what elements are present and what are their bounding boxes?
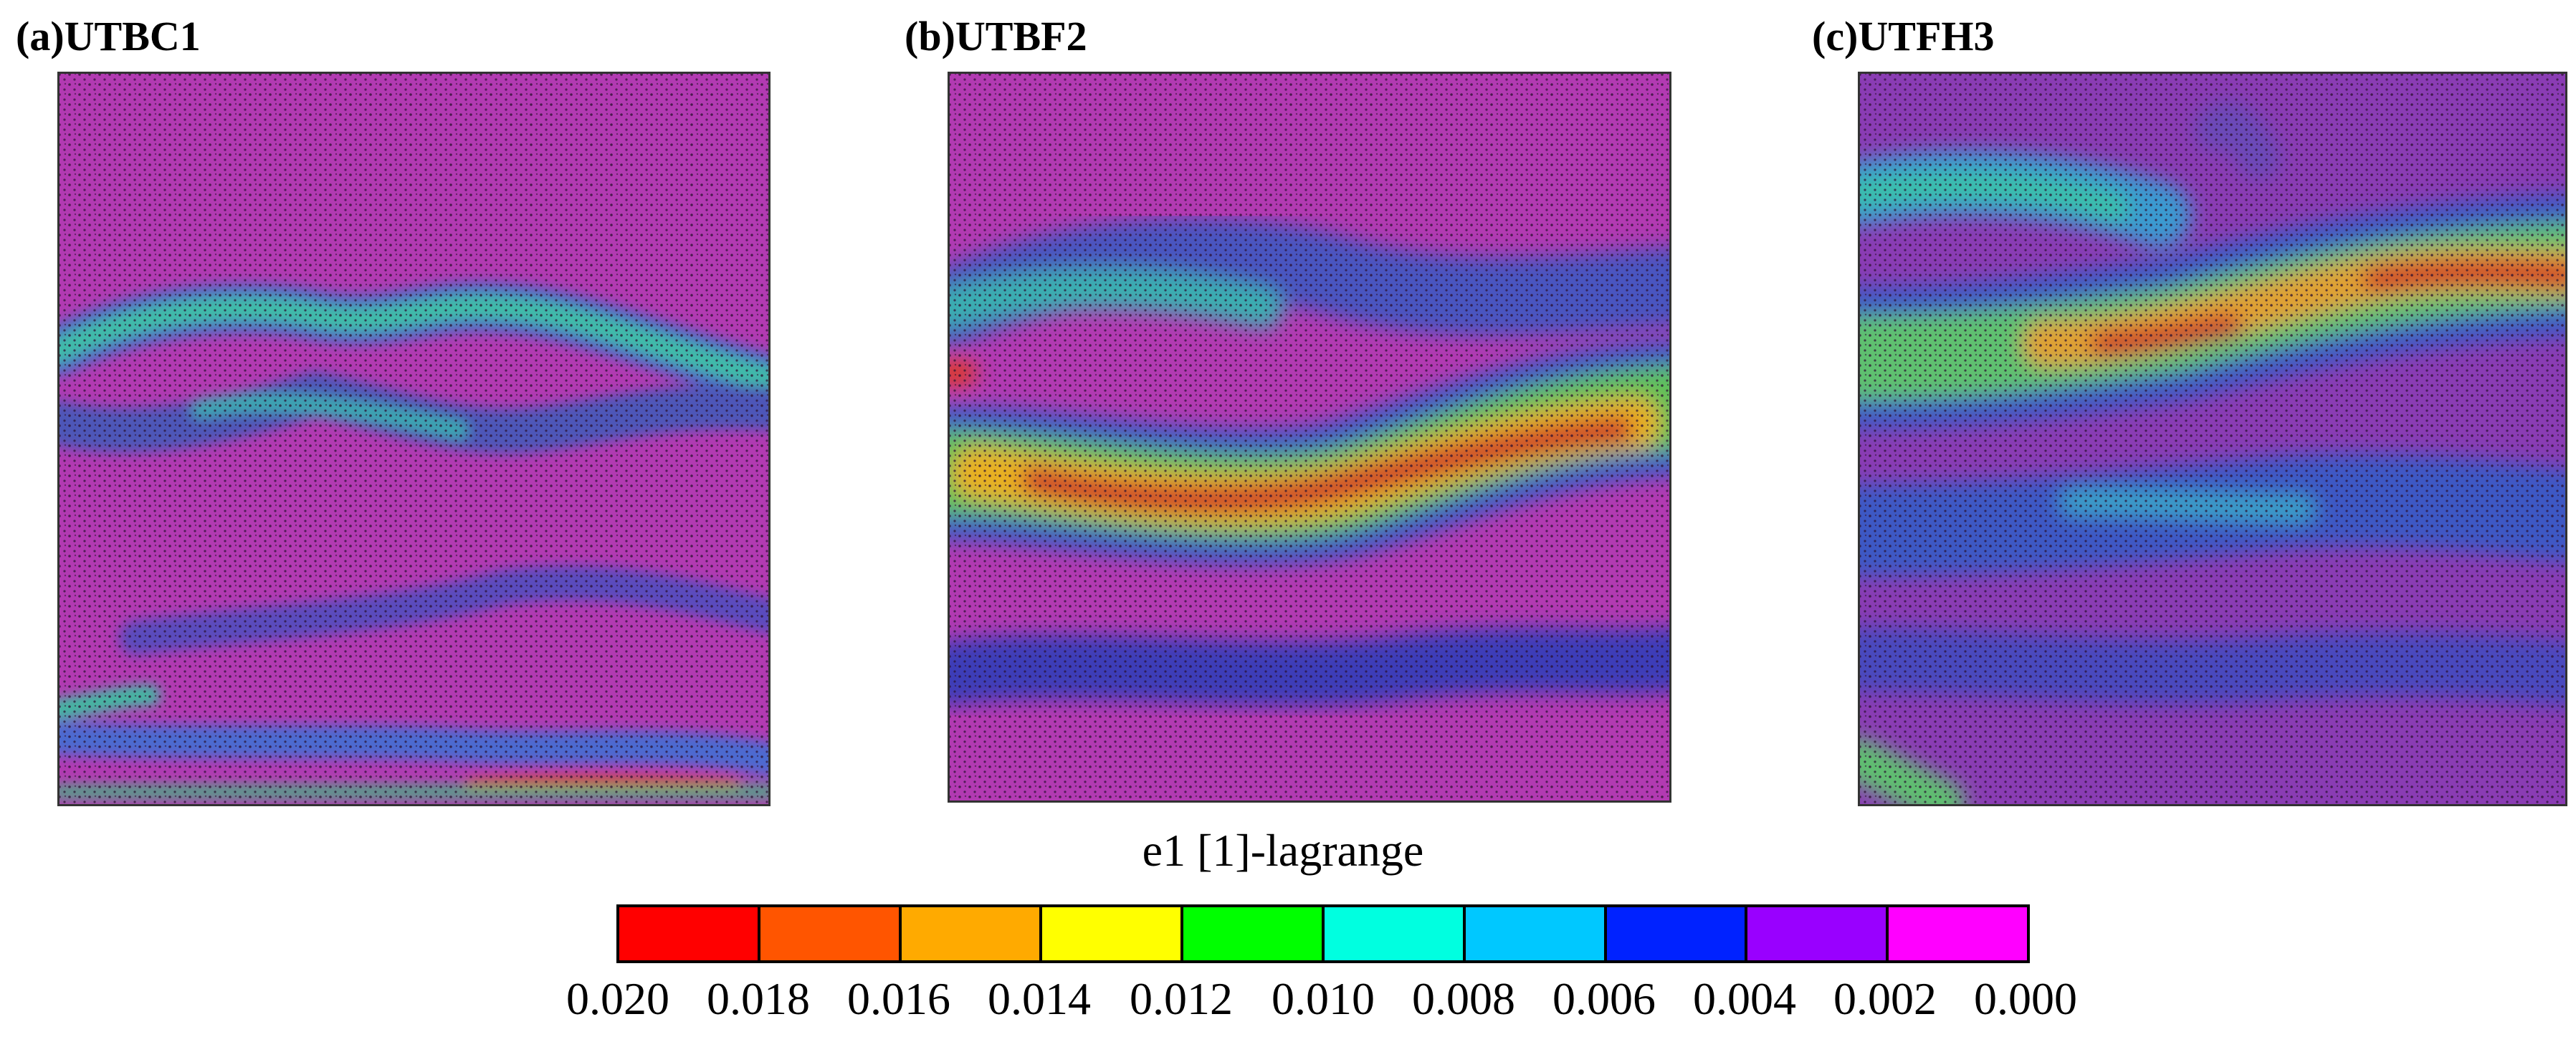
colorbar-swatch xyxy=(619,907,760,960)
colorbar-swatch xyxy=(1465,907,1607,960)
colorbar-tick-label: 0.006 xyxy=(1552,973,1656,1024)
panel-c-label: (c)UTFH3 xyxy=(1812,13,1995,59)
colorbar-tick-label: 0.018 xyxy=(707,973,810,1024)
colorbar-swatch xyxy=(1324,907,1466,960)
colorbar-tick-label: 0.020 xyxy=(566,973,669,1024)
colorbar-tick-label: 0.014 xyxy=(988,973,1091,1024)
colorbar-swatch xyxy=(1747,907,1889,960)
colorbar-tick-label: 0.002 xyxy=(1833,973,1937,1024)
colorbar-tick-label: 0.016 xyxy=(847,973,950,1024)
colorbar-swatch xyxy=(1606,907,1748,960)
colorbar-swatch xyxy=(1889,907,2027,960)
colorbar-tick-label: 0.008 xyxy=(1412,973,1515,1024)
colorbar-title: e1 [1]-lagrange xyxy=(1142,825,1424,876)
strain-map-b xyxy=(948,72,1671,803)
panel-a-label: (a)UTBC1 xyxy=(16,13,201,59)
colorbar-swatch xyxy=(760,907,902,960)
colorbar-swatch xyxy=(901,907,1043,960)
colorbar-swatch xyxy=(1042,907,1184,960)
colorbar-swatch xyxy=(1183,907,1325,960)
strain-map-c xyxy=(1858,72,2567,806)
colorbar-tick-label: 0.010 xyxy=(1272,973,1375,1024)
colorbar-tick-label: 0.004 xyxy=(1693,973,1796,1024)
colorbar-tick-label: 0.000 xyxy=(1974,973,2077,1024)
colorbar xyxy=(616,904,2030,963)
panel-b-label: (b)UTBF2 xyxy=(905,13,1087,59)
strain-map-a xyxy=(57,72,771,806)
colorbar-tick-label: 0.012 xyxy=(1130,973,1233,1024)
